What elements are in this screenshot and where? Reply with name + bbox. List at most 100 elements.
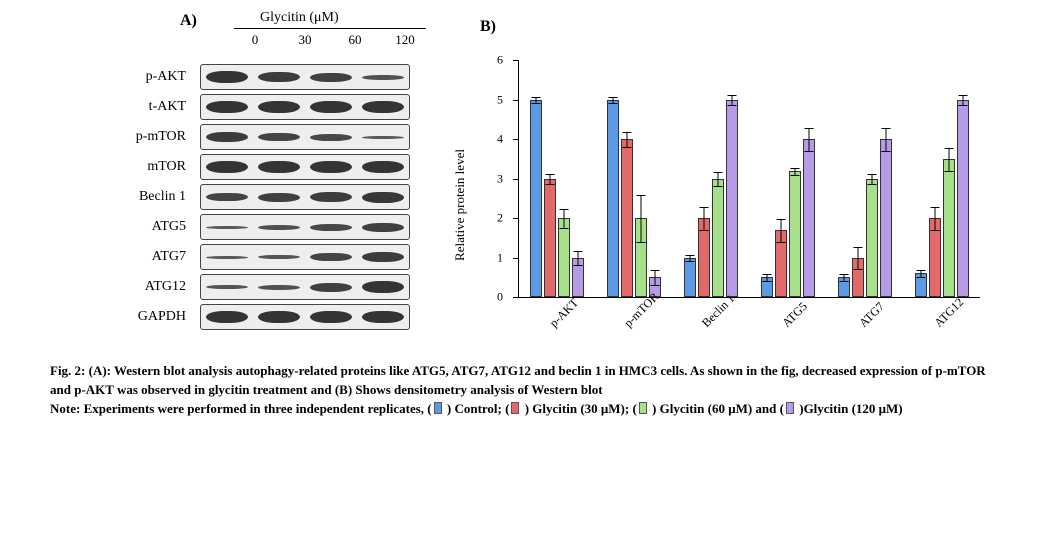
lane — [357, 185, 409, 209]
blot-row: ATG12 — [30, 272, 430, 302]
band — [258, 193, 300, 202]
protein-label: t-AKT — [30, 99, 200, 115]
bar — [866, 179, 878, 298]
bar — [852, 258, 864, 298]
y-tick — [513, 139, 519, 140]
blot-lanes — [200, 94, 410, 120]
band — [310, 101, 352, 113]
protein-label: p-AKT — [30, 69, 200, 85]
lane — [357, 305, 409, 329]
bar — [684, 258, 696, 298]
bar — [775, 230, 787, 297]
lane — [201, 125, 253, 149]
protein-label: p-mTOR — [30, 129, 200, 145]
lane — [357, 275, 409, 299]
lane — [305, 185, 357, 209]
y-axis-label: Relative protein level — [452, 149, 468, 261]
panel-b-chart: B) Relative protein level p-AKTp-mTORBec… — [460, 10, 1000, 350]
conc-2: 60 — [330, 32, 380, 48]
error-bar — [962, 95, 963, 107]
band — [206, 193, 248, 201]
x-tick-label: ATG7 — [856, 299, 887, 330]
blot-lanes — [200, 304, 410, 330]
lane — [357, 65, 409, 89]
y-tick-label: 4 — [497, 132, 503, 147]
band — [310, 73, 352, 82]
lane — [305, 245, 357, 269]
error-bar — [780, 219, 781, 243]
legend-swatch — [434, 402, 442, 414]
bar — [621, 139, 633, 297]
bar-groups: p-AKTp-mTORBeclin 1ATG5ATG7ATG12 — [519, 60, 980, 297]
lane — [253, 125, 305, 149]
error-bar — [627, 132, 628, 148]
x-tick-label: ATG12 — [931, 295, 967, 331]
blot-rows: p-AKTt-AKTp-mTORmTORBeclin 1ATG5ATG7ATG1… — [30, 62, 430, 332]
lane — [253, 275, 305, 299]
error-bar — [690, 255, 691, 263]
bar — [698, 218, 710, 297]
legend-swatch — [639, 402, 647, 414]
y-tick — [513, 218, 519, 219]
bar — [761, 277, 773, 297]
bar-group: p-AKT — [519, 60, 596, 297]
lane — [201, 215, 253, 239]
bar-group: ATG7 — [826, 60, 903, 297]
x-tick-label: ATG5 — [779, 299, 810, 330]
caption-text: Fig. 2: (A): Western blot analysis autop… — [50, 363, 986, 397]
lane — [357, 155, 409, 179]
blot-row: GAPDH — [30, 302, 430, 332]
error-bar — [536, 97, 537, 105]
lane — [201, 95, 253, 119]
error-bar — [550, 174, 551, 186]
blot-row: mTOR — [30, 152, 430, 182]
error-bar — [948, 148, 949, 172]
band — [310, 311, 352, 323]
band — [206, 226, 248, 229]
lane — [253, 245, 305, 269]
error-bar — [718, 172, 719, 188]
error-bar — [934, 207, 935, 231]
y-tick — [513, 297, 519, 298]
blot-lanes — [200, 124, 410, 150]
panel-a-header: A) Glycitin (μM) 0 30 60 120 — [30, 10, 430, 58]
bar — [880, 139, 892, 297]
bar — [607, 100, 619, 298]
bar — [635, 218, 647, 297]
band — [310, 161, 352, 173]
panel-a-letter: A) — [180, 12, 197, 30]
y-tick-label: 6 — [497, 53, 503, 68]
band — [362, 252, 404, 262]
band — [310, 192, 352, 202]
bar — [957, 100, 969, 298]
bar-chart: Relative protein level p-AKTp-mTORBeclin… — [470, 60, 990, 350]
figure-container: A) Glycitin (μM) 0 30 60 120 p-AKT t-AKT p… — [0, 0, 1037, 350]
band — [362, 75, 404, 80]
panel-b-letter: B) — [480, 18, 496, 36]
lane — [357, 95, 409, 119]
panel-a-westernblot: A) Glycitin (μM) 0 30 60 120 p-AKT t-AKT p… — [30, 10, 430, 332]
blot-row: ATG5 — [30, 212, 430, 242]
band — [310, 283, 352, 292]
lane — [305, 125, 357, 149]
error-bar — [578, 251, 579, 267]
y-tick — [513, 100, 519, 101]
blot-lanes — [200, 214, 410, 240]
lane — [305, 215, 357, 239]
band — [258, 225, 300, 230]
error-bar — [732, 95, 733, 107]
blot-lanes — [200, 244, 410, 270]
blot-row: p-AKT — [30, 62, 430, 92]
band — [258, 255, 300, 259]
lane — [253, 95, 305, 119]
legend-swatch — [511, 402, 519, 414]
protein-label: ATG5 — [30, 219, 200, 235]
bar — [544, 179, 556, 298]
error-bar — [885, 128, 886, 152]
error-bar — [564, 209, 565, 229]
band — [310, 224, 352, 231]
error-bar — [655, 270, 656, 286]
bar — [789, 171, 801, 297]
error-bar — [794, 168, 795, 176]
bar-group: p-mTOR — [596, 60, 673, 297]
